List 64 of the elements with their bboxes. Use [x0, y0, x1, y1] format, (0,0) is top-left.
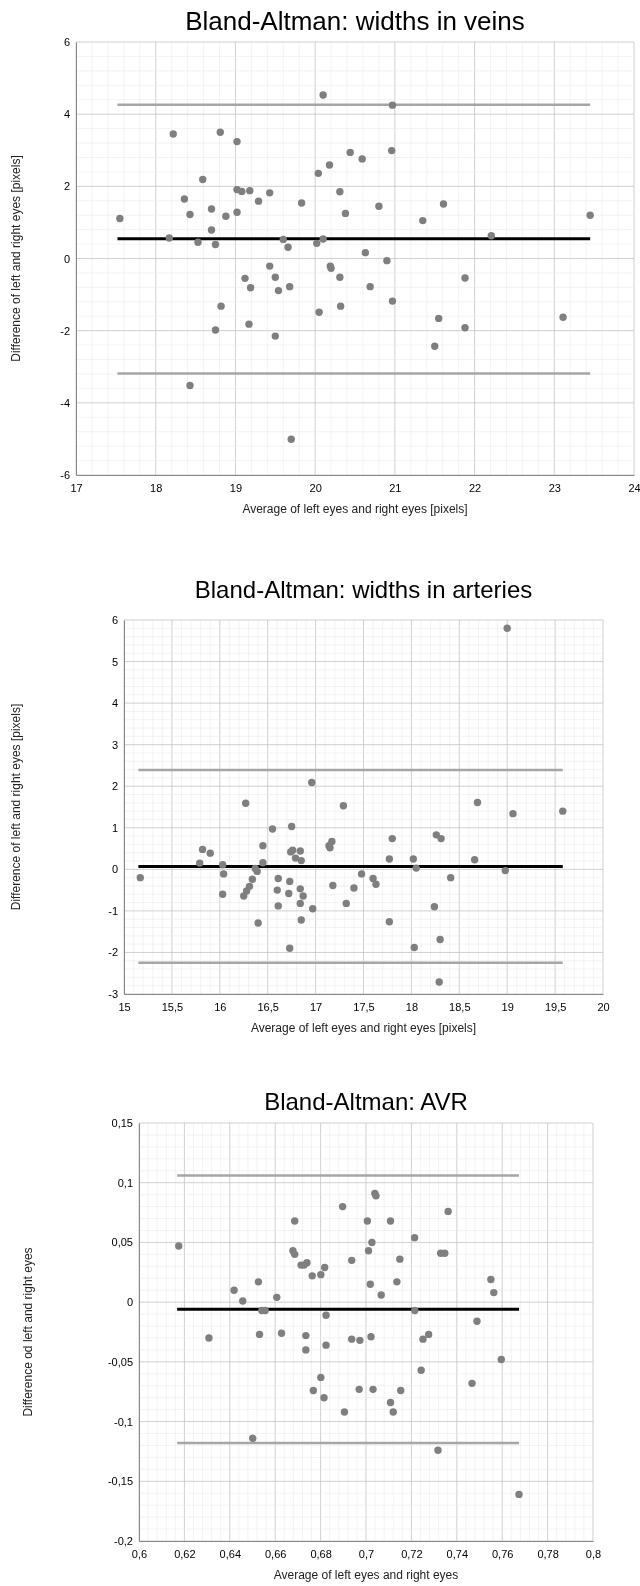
- x-tick-label: 23: [548, 481, 561, 494]
- x-axis-title: Average of left eyes and right eyes: [273, 1568, 459, 1582]
- y-tick-label: 0,1: [117, 1176, 133, 1189]
- y-tick-label: 0: [63, 252, 70, 265]
- x-tick-label: 0,72: [401, 1547, 423, 1560]
- x-tick-label: 18,5: [449, 1000, 471, 1013]
- x-tick-label: 0,64: [219, 1547, 242, 1560]
- chart-title: Bland-Altman: AVR: [264, 1088, 468, 1115]
- y-tick-label: -0,05: [107, 1355, 133, 1368]
- y-tick-label: 0: [111, 863, 118, 876]
- x-tick-label: 19,5: [544, 1000, 567, 1013]
- y-tick-label: 4: [111, 697, 118, 710]
- x-tick-label: 16: [214, 1000, 227, 1013]
- x-tick-label: 17: [70, 481, 83, 494]
- x-tick-label: 20: [309, 481, 322, 494]
- y-tick-label: 6: [111, 614, 118, 627]
- x-tick-label: 0,76: [491, 1547, 514, 1560]
- x-tick-label: 18: [150, 481, 163, 494]
- x-tick-label: 0,7: [358, 1547, 375, 1560]
- y-axis-title: Difference of left and right eyes [pixels]: [9, 703, 23, 911]
- y-tick-label: -1: [108, 904, 118, 917]
- y-tick-label: -0,1: [114, 1415, 133, 1428]
- y-tick-label: 6: [63, 36, 70, 49]
- x-tick-label: 20: [597, 1000, 610, 1013]
- y-tick-label: -0,2: [114, 1535, 133, 1548]
- x-tick-label: 0,62: [174, 1547, 196, 1560]
- x-axis-title: Average of left eyes and right eyes [pixels]: [250, 1021, 477, 1035]
- y-tick-label: 3: [111, 738, 118, 751]
- y-tick-label: 0,15: [111, 1117, 133, 1130]
- x-tick-label: 0,8: [585, 1547, 602, 1560]
- y-tick-label: -2: [108, 946, 118, 959]
- x-tick-label: 21: [389, 481, 402, 494]
- y-tick-label: 2: [111, 780, 118, 793]
- y-tick-label: 4: [63, 108, 70, 121]
- y-tick-label: 0: [126, 1296, 133, 1309]
- x-tick-label: 16,5: [257, 1000, 279, 1013]
- x-tick-label: 0,74: [446, 1547, 469, 1560]
- x-tick-label: 17,5: [353, 1000, 375, 1013]
- y-tick-label: -6: [60, 469, 70, 482]
- x-tick-label: 24: [628, 481, 640, 494]
- y-axis-title: Difference of left and right eyes [pixels]: [9, 155, 23, 362]
- y-tick-label: -3: [108, 988, 118, 1001]
- y-tick-label: 1: [111, 821, 118, 834]
- y-tick-label: 0,05: [111, 1236, 133, 1249]
- x-tick-label: 15: [118, 1000, 131, 1013]
- y-tick-label: -2: [60, 324, 70, 337]
- y-tick-label: -0,15: [107, 1475, 133, 1488]
- chart-title: Bland-Altman: widths in veins: [185, 6, 525, 36]
- y-axis-title: Difference od left and right eyes: [21, 1247, 35, 1417]
- x-tick-label: 15,5: [161, 1000, 184, 1013]
- y-tick-label: 5: [111, 655, 118, 668]
- x-tick-label: 0,6: [131, 1547, 148, 1560]
- x-axis-title: Average of left eyes and right eyes [pixels]: [242, 502, 468, 516]
- y-tick-label: -4: [60, 396, 70, 409]
- chart-title: Bland-Altman: widths in arteries: [194, 576, 533, 603]
- x-tick-label: 19: [229, 481, 243, 494]
- x-tick-label: 18: [405, 1000, 419, 1013]
- x-tick-label: 0,66: [264, 1547, 287, 1560]
- x-tick-label: 22: [468, 481, 482, 494]
- y-tick-label: 2: [63, 180, 70, 193]
- x-tick-label: 19: [501, 1000, 514, 1013]
- x-tick-label: 0,68: [310, 1547, 332, 1560]
- x-tick-label: 17: [309, 1000, 323, 1013]
- x-tick-label: 0,78: [537, 1547, 559, 1560]
